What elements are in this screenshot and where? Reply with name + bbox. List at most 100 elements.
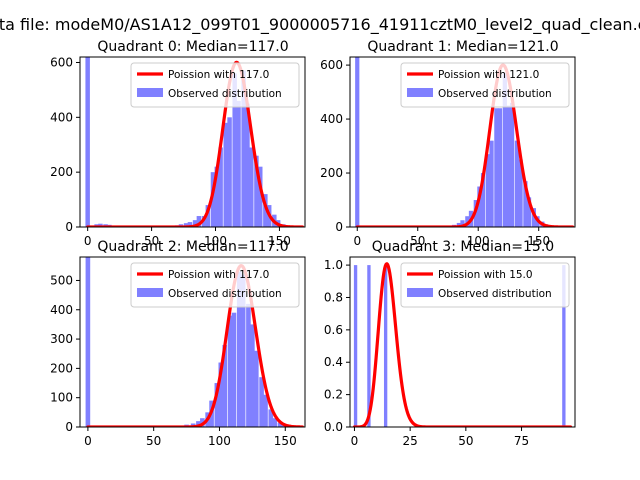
quadrant-3-title: Quadrant 3: Median=15.0 xyxy=(372,239,554,255)
quadrant-1-histogram-bar xyxy=(355,57,360,227)
quadrant-2-histogram-bar xyxy=(85,257,91,427)
quadrant-0-y-tick-label: 400 xyxy=(50,110,73,124)
quadrant-1-x-tick-label: 150 xyxy=(527,234,550,248)
quadrant-0-x-tick-label: 0 xyxy=(84,234,92,248)
quadrant-2-histogram-bar xyxy=(218,362,224,427)
quadrant-1-legend-box xyxy=(400,62,570,108)
quadrant-1-title: Quadrant 1: Median=121.0 xyxy=(367,39,558,55)
quadrant-1-plot-area xyxy=(355,57,575,227)
quadrant-1-histogram-bar xyxy=(531,208,536,227)
quadrant-3-y-tick-label: 0.6 xyxy=(324,323,343,337)
quadrant-3-x-tick-label: 25 xyxy=(403,434,418,448)
quadrant-0-histogram-bar xyxy=(210,172,216,227)
quadrant-1-histogram-bar xyxy=(460,220,465,227)
quadrant-3-y-tick-label: 0.2 xyxy=(324,388,343,402)
quadrant-1-histogram-bar xyxy=(489,140,494,227)
quadrant-0-histogram-bar xyxy=(254,155,259,227)
quadrant-2-legend-observed-label: Observed distribution xyxy=(168,288,282,300)
quadrant-2-y-tick-label: 200 xyxy=(50,361,73,375)
quadrant-1-histogram-bar xyxy=(456,222,461,227)
quadrant-0-poisson-fit-line xyxy=(86,60,305,227)
quadrant-3-histogram-bar xyxy=(562,265,566,427)
quadrant-1-histogram-bar xyxy=(526,197,532,227)
quadrant-0-legend-observed-swatch xyxy=(137,88,163,97)
quadrant-1-poisson-fit-line xyxy=(355,63,575,227)
quadrant-2-legend: Poission with 117.0 Observed distribution xyxy=(130,262,300,308)
quadrant-1-histogram-bar xyxy=(485,154,491,227)
quadrant-3-histogram-bar xyxy=(353,265,358,427)
quadrant-3-y-tick-label: 0.4 xyxy=(324,355,343,369)
quadrant-0-x-tick-label: 50 xyxy=(144,234,159,248)
quadrant-2-legend-observed-swatch xyxy=(137,288,163,297)
quadrant-2-histogram-bar xyxy=(259,377,264,427)
quadrant-1-histogram-bar xyxy=(497,108,503,227)
quadrant-0-legend-box xyxy=(130,62,300,108)
quadrant-0-histogram-bar xyxy=(258,166,263,227)
quadrant-2-y-tick-label: 500 xyxy=(50,273,73,287)
quadrant-3-legend-fit-label: Poission with 15.0 xyxy=(438,269,533,281)
quadrant-1-histogram-bar xyxy=(518,159,523,227)
quadrant-2-y-tick-label: 400 xyxy=(50,303,73,317)
quadrant-2-x-tick-label: 50 xyxy=(146,434,161,448)
quadrant-1-x-tick-label: 50 xyxy=(410,234,425,248)
quadrant-2-title: Quadrant 2: Median=117.0 xyxy=(97,239,288,255)
quadrant-0-histogram-bar xyxy=(214,166,220,227)
quadrant-1-legend-fit-label: Poission with 121.0 xyxy=(438,69,539,81)
quadrant-3-axes-frame xyxy=(349,256,576,428)
quadrant-0-title: Quadrant 0: Median=117.0 xyxy=(97,39,288,55)
quadrant-1-histogram-bar xyxy=(514,140,520,227)
quadrant-1-y-tick-label: 600 xyxy=(320,58,343,72)
quadrant-0-histogram-bar xyxy=(227,117,232,227)
quadrant-3-y-tick-label: 1.0 xyxy=(324,258,343,272)
quadrant-0-x-tick-label: 150 xyxy=(268,234,291,248)
quadrant-0-histogram-bar xyxy=(187,222,193,227)
quadrant-1-histogram-bar xyxy=(506,105,511,227)
quadrant-0-histogram-bar xyxy=(263,194,268,227)
quadrant-1-histogram-bar xyxy=(480,173,486,227)
quadrant-1-x-tick-label: 0 xyxy=(353,234,361,248)
quadrant-2-histogram-bar xyxy=(240,274,246,427)
quadrant-3-x-tick-label: 50 xyxy=(458,434,473,448)
quadrant-0-x-tick-label: 100 xyxy=(204,234,227,248)
quadrant-3-legend-observed-swatch xyxy=(407,288,433,297)
quadrant-2-histogram-bar xyxy=(254,350,259,427)
quadrant-0-y-tick-label: 200 xyxy=(50,165,73,179)
quadrant-2-x-tick-label: 150 xyxy=(274,434,297,448)
quadrant-2-panel: 0 50 100 150 0 100 200 300 400 500 Poission with 1… xyxy=(50,239,306,448)
quadrant-1-histogram-bar xyxy=(494,108,499,227)
quadrant-2-histogram-bar xyxy=(227,315,233,427)
quadrant-3-histogram-bar xyxy=(367,265,371,427)
quadrant-1-legend-observed-label: Observed distribution xyxy=(438,88,552,100)
quadrant-2-histogram-bar xyxy=(236,271,242,427)
quadrant-0-histogram-bar xyxy=(205,205,211,227)
quadrant-3-legend: Poission with 15.0 Observed distribution xyxy=(400,262,570,308)
quadrant-2-legend-box xyxy=(130,262,300,308)
quadrant-3-y-tick-label: 0.0 xyxy=(324,420,343,434)
quadrant-2-histogram-bar xyxy=(196,421,201,427)
quadrant-0-histogram-bar xyxy=(196,216,202,227)
quadrant-2-x-tick-label: 0 xyxy=(84,434,92,448)
quadrant-3-histogram-bar xyxy=(383,265,388,427)
quadrant-2-histogram-bar xyxy=(222,344,228,427)
quadrant-0-histogram-bar xyxy=(98,223,103,227)
quadrant-0-histogram-bar xyxy=(85,57,90,227)
quadrant-2-y-tick-label: 100 xyxy=(50,391,73,405)
quadrant-0-legend: Poission with 117.0 Observed distribution xyxy=(130,62,300,108)
quadrant-2-y-tick-label: 300 xyxy=(50,332,73,346)
quadrant-0-y-tick-label: 600 xyxy=(50,55,73,69)
quadrant-0-plot-area xyxy=(85,57,305,227)
quadrant-2-histogram-bar xyxy=(263,394,268,427)
quadrant-1-histogram-bar xyxy=(509,102,515,227)
quadrant-1-x-tick-label: 100 xyxy=(467,234,490,248)
quadrant-1-y-tick-label: 200 xyxy=(320,166,343,180)
quadrant-3-legend-observed-label: Observed distribution xyxy=(438,288,552,300)
quadrant-1-y-tick-label: 400 xyxy=(320,112,343,126)
quadrant-0-panel: 0 50 100 150 0 200 400 600 Poission with 117.0 Ob… xyxy=(50,39,306,248)
quadrant-0-histogram-bar xyxy=(245,103,250,227)
quadrant-1-legend-observed-swatch xyxy=(407,88,433,97)
quadrant-3-panel: 0 25 50 75 0.0 0.2 0.4 0.6 0.8 1.0 Poission with 1… xyxy=(324,239,576,448)
quadrant-0-histogram-bar xyxy=(232,73,237,227)
quadrant-0-histogram-bar xyxy=(223,122,228,227)
quadrant-0-histogram-bar xyxy=(218,147,223,227)
